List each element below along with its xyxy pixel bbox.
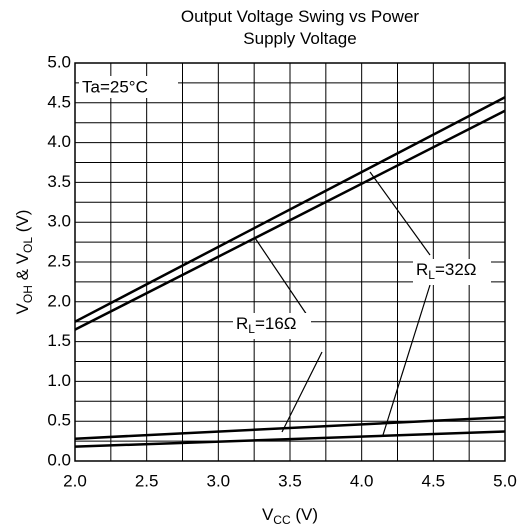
annotation: RL=16Ω <box>236 314 297 336</box>
leader-line <box>382 284 431 436</box>
plot-frame <box>74 62 506 462</box>
y-tick-label: 2.0 <box>47 291 71 310</box>
data-line <box>74 430 506 448</box>
data-line <box>74 96 506 323</box>
leader-line <box>281 351 323 433</box>
x-tick-label: 5.0 <box>493 471 517 490</box>
label-part: (V) <box>291 505 318 524</box>
y-tick-label: 5.0 <box>47 52 71 71</box>
y-tick-label: 2.5 <box>47 251 71 270</box>
subscript: L <box>428 268 435 282</box>
chart-title: Output Voltage Swing vs Power Supply Vol… <box>180 7 420 48</box>
y-tick-label: 4.5 <box>47 92 71 111</box>
leader-line <box>369 171 431 256</box>
y-tick-label: 0.0 <box>47 450 71 469</box>
y-tick-label: 0.5 <box>47 411 71 430</box>
label-part: & V <box>13 252 32 285</box>
annotation-bg <box>413 259 491 285</box>
x-tick-label: 4.0 <box>350 471 374 490</box>
label-part: R <box>416 260 428 279</box>
y-tick-label: 4.0 <box>47 132 71 151</box>
label-part: =32Ω <box>435 260 477 279</box>
leader-line <box>254 237 308 316</box>
subscript: L <box>248 322 255 336</box>
label-part: =16Ω <box>255 314 297 333</box>
x-tick-label: 2.0 <box>63 471 87 490</box>
annotation-bg <box>79 76 178 98</box>
y-tick-label: 1.5 <box>47 331 71 350</box>
subscript: CC <box>273 513 291 527</box>
data-line <box>74 109 506 331</box>
subscript: OH <box>21 285 35 303</box>
y-tick-label: 3.0 <box>47 212 71 231</box>
x-tick-label: 3.5 <box>278 471 302 490</box>
y-axis-label: VOH & VOL (V) <box>13 210 35 315</box>
annotation: Ta=25°C <box>82 77 148 96</box>
annotation-bg <box>233 313 311 339</box>
x-tick-label: 2.5 <box>135 471 159 490</box>
label-part: R <box>236 314 248 333</box>
y-tick-label: 1.0 <box>47 371 71 390</box>
label-part: (V) <box>13 210 32 237</box>
data-line <box>74 415 506 440</box>
annotation: RL=32Ω <box>416 260 477 282</box>
x-tick-label: 3.0 <box>207 471 231 490</box>
label-part: V <box>13 302 32 314</box>
label-part: V <box>262 505 274 524</box>
subscript: OL <box>21 237 35 253</box>
y-tick-label: 3.5 <box>47 172 71 191</box>
x-tick-label: 4.5 <box>422 471 446 490</box>
x-axis-label: VCC (V) <box>262 505 318 527</box>
